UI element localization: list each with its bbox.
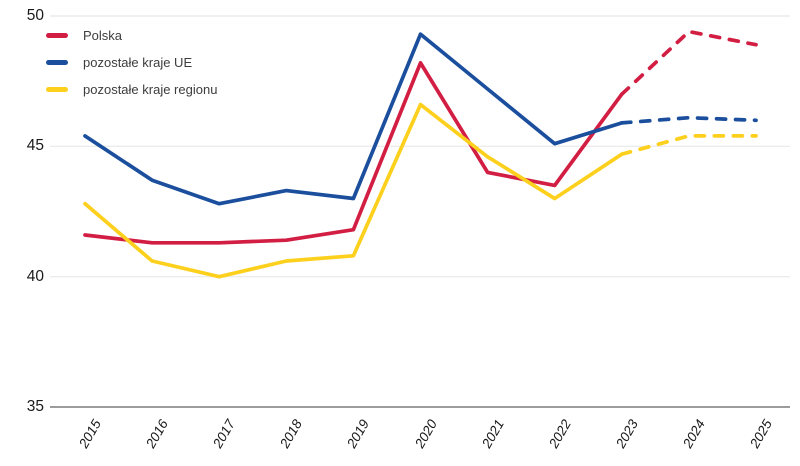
y-tick-label-50: 50: [26, 7, 44, 24]
legend-label-polska: Polska: [83, 28, 123, 43]
y-tick-label-40: 40: [26, 267, 44, 285]
series-line-polska-forecast: [619, 29, 758, 97]
legend-item-pozostale-kraje-regionu: pozostałe kraje regionu: [46, 76, 217, 103]
y-tick-label-45: 45: [26, 137, 44, 155]
legend-item-polska: Polska: [46, 22, 217, 49]
series-line-pozostałe-kraje-regionu-forecast: [619, 134, 758, 157]
series-line-polska-solid: [83, 61, 624, 245]
legend-label-pozostale-kraje-regionu: pozostałe kraje regionu: [83, 82, 218, 97]
legend-marker-pozostale-kraje-ue-icon: [46, 60, 68, 65]
legend-marker-polska-icon: [46, 33, 68, 38]
chart-legend: Polska pozostałe kraje UE pozostałe kraj…: [46, 22, 217, 103]
legend-label-pozostale-kraje-ue: pozostałe kraje UE: [83, 55, 193, 70]
legend-marker-pozostale-kraje-regionu-icon: [46, 87, 68, 92]
series-line-pozostałe-kraje-ue-forecast: [619, 115, 758, 125]
y-tick-label-35: 35: [26, 398, 44, 415]
series-line-pozostałe-kraje-ue-solid: [83, 32, 624, 206]
legend-item-pozostale-kraje-ue: pozostałe kraje UE: [46, 49, 217, 76]
series-line-pozostałe-kraje-regionu-solid: [83, 102, 624, 279]
